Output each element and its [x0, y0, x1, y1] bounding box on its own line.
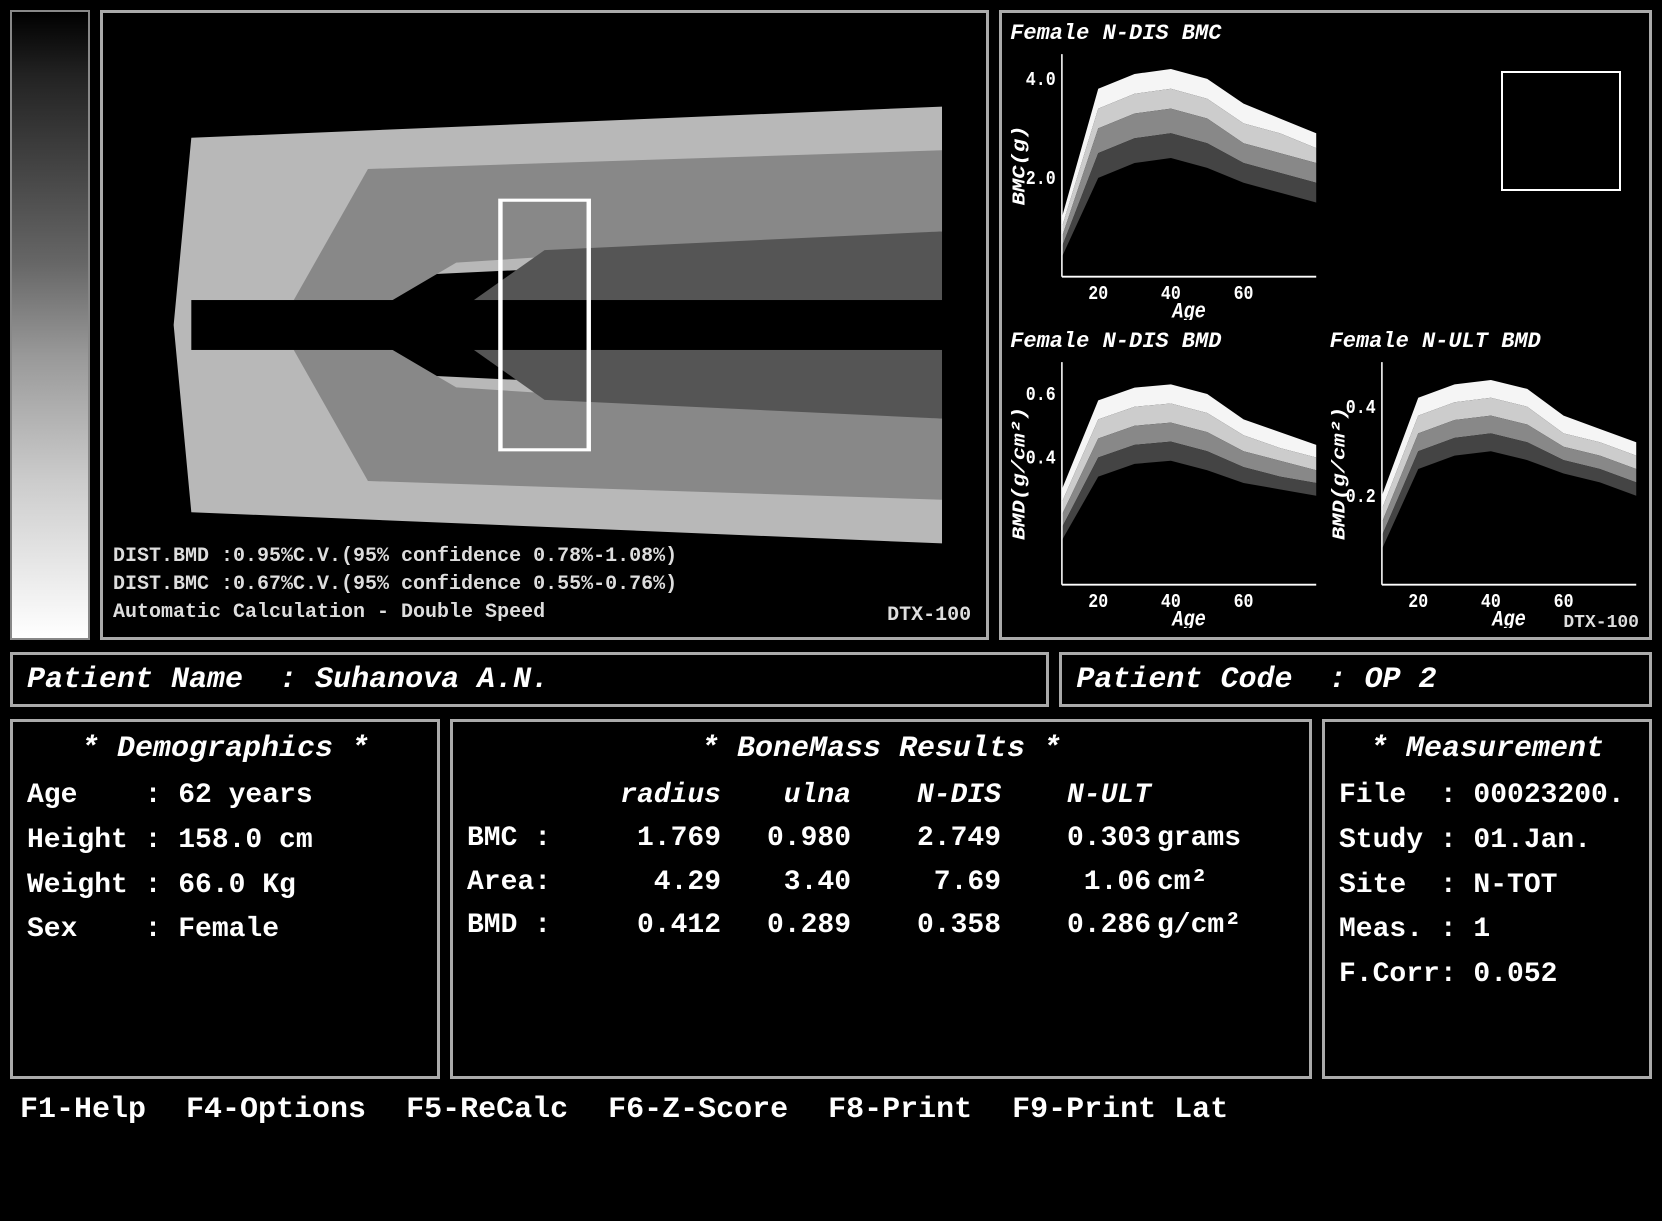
chart-ndis-bmd-plot: 2040600.40.6AgeBMD(g/cm²)	[1010, 356, 1321, 628]
measurement-body: File : 00023200.Study : 01.Jan.Site : N-…	[1339, 774, 1635, 998]
demographics-row: Height : 158.0 cm	[27, 819, 423, 864]
bm-value: 1.06	[1007, 861, 1157, 904]
bonemass-title: * BoneMass Results *	[467, 732, 1295, 766]
svg-text:20: 20	[1408, 592, 1428, 614]
chart-nult-bmd-title: Female N-ULT BMD	[1330, 329, 1641, 354]
bm-col-header: radius	[587, 774, 727, 817]
bm-row-label: Area:	[467, 861, 587, 904]
scan-overlay-line2: DIST.BMC :0.67%C.V.(95% confidence 0.55%…	[113, 571, 677, 599]
svg-text:20: 20	[1088, 592, 1108, 614]
demographics-row: Sex : Female	[27, 908, 423, 953]
chart-legend-cell	[1330, 21, 1641, 321]
scan-overlay-line3: Automatic Calculation - Double Speed	[113, 599, 677, 627]
measurement-row: Meas. : 1	[1339, 908, 1635, 953]
function-keys: F1-Help F4-Options F5-ReCalc F6-Z-Score F8-P…	[10, 1093, 1652, 1127]
bm-value: 0.303	[1007, 817, 1157, 860]
patient-name-label: Patient Name	[27, 663, 243, 697]
demographics-row: Age : 62 years	[27, 774, 423, 819]
svg-text:20: 20	[1088, 284, 1108, 306]
svg-text:Age: Age	[1490, 608, 1525, 628]
svg-text:BMC(g): BMC(g)	[1010, 125, 1031, 205]
demographics-row: Weight : 66.0 Kg	[27, 864, 423, 909]
svg-text:Age: Age	[1171, 608, 1206, 628]
chart-bmc-title: Female N-DIS BMC	[1010, 21, 1321, 46]
chart-nult-bmd: Female N-ULT BMD 2040600.20.4AgeBMD(g/cm…	[1330, 329, 1641, 629]
svg-text:60: 60	[1553, 592, 1573, 614]
bm-empty	[1157, 774, 1257, 817]
chart-ndis-bmd: Female N-DIS BMD 2040600.40.6AgeBMD(g/cm…	[1010, 329, 1321, 629]
bonemass-panel: * BoneMass Results * radiusulnaN-DISN-UL…	[450, 719, 1312, 1079]
patient-code-label: Patient Code	[1076, 663, 1292, 697]
chart-bmc: Female N-DIS BMC 2040602.04.0AgeBMC(g)	[1010, 21, 1321, 321]
scan-overlay-line1: DIST.BMD :0.95%C.V.(95% confidence 0.78%…	[113, 543, 677, 571]
bonemass-table: radiusulnaN-DISN-ULT BMC :1.7690.9802.749…	[467, 774, 1295, 948]
fkey-f6-z-score[interactable]: F6-Z-Score	[608, 1093, 788, 1127]
bm-col-header: N-ULT	[1007, 774, 1157, 817]
density-gradient-bar	[10, 10, 90, 640]
svg-text:60: 60	[1234, 284, 1254, 306]
bm-value: 0.289	[727, 904, 857, 947]
measurement-title: * Measurement	[1339, 732, 1635, 766]
svg-text:0.6: 0.6	[1026, 385, 1056, 407]
legend-box	[1501, 71, 1621, 191]
bm-value: 0.412	[587, 904, 727, 947]
demographics-body: Age : 62 yearsHeight : 158.0 cmWeight : …	[27, 774, 423, 953]
svg-text:4.0: 4.0	[1026, 70, 1056, 92]
fkey-f1-help[interactable]: F1-Help	[20, 1093, 146, 1127]
patient-row: Patient Name : Suhanova A.N. Patient Cod…	[10, 652, 1652, 707]
patient-name-panel: Patient Name : Suhanova A.N.	[10, 652, 1049, 707]
bm-value: 0.358	[857, 904, 1007, 947]
measurement-row: File : 00023200.	[1339, 774, 1635, 819]
bm-value: 4.29	[587, 861, 727, 904]
bm-col-header: N-DIS	[857, 774, 1007, 817]
charts-device-label: DTX-100	[1563, 613, 1639, 633]
colon: :	[243, 663, 315, 697]
fkey-f5-recalc[interactable]: F5-ReCalc	[406, 1093, 568, 1127]
svg-text:BMD(g/cm²): BMD(g/cm²)	[1330, 407, 1351, 540]
fkey-f4-options[interactable]: F4-Options	[186, 1093, 366, 1127]
colon: :	[1292, 663, 1364, 697]
bm-unit: cm²	[1157, 861, 1257, 904]
data-row: * Demographics * Age : 62 yearsHeight : …	[10, 719, 1652, 1079]
measurement-panel: * Measurement File : 00023200.Study : 01…	[1322, 719, 1652, 1079]
screen: DIST.BMD :0.95%C.V.(95% confidence 0.78%…	[0, 0, 1662, 1221]
charts-panel: Female N-DIS BMC 2040602.04.0AgeBMC(g) F…	[999, 10, 1652, 640]
chart-ndis-bmd-title: Female N-DIS BMD	[1010, 329, 1321, 354]
svg-text:60: 60	[1234, 592, 1254, 614]
measurement-row: F.Corr: 0.052	[1339, 953, 1635, 998]
bm-value: 0.286	[1007, 904, 1157, 947]
bm-value: 7.69	[857, 861, 1007, 904]
demographics-title: * Demographics *	[27, 732, 423, 766]
bm-row-label: BMD :	[467, 904, 587, 947]
bm-empty	[467, 774, 587, 817]
bm-unit: g/cm²	[1157, 904, 1257, 947]
fkey-f8-print[interactable]: F8-Print	[828, 1093, 972, 1127]
bm-value: 2.749	[857, 817, 1007, 860]
bm-value: 3.40	[727, 861, 857, 904]
svg-text:Age: Age	[1171, 300, 1206, 320]
measurement-row: Study : 01.Jan.	[1339, 819, 1635, 864]
patient-code-value: OP 2	[1364, 663, 1436, 697]
scan-overlay: DIST.BMD :0.95%C.V.(95% confidence 0.78%…	[113, 543, 677, 627]
top-row: DIST.BMD :0.95%C.V.(95% confidence 0.78%…	[10, 10, 1652, 640]
bm-unit: grams	[1157, 817, 1257, 860]
demographics-panel: * Demographics * Age : 62 yearsHeight : …	[10, 719, 440, 1079]
patient-code-panel: Patient Code : OP 2	[1059, 652, 1652, 707]
scan-device-label: DTX-100	[887, 604, 971, 627]
fkey-f9-print-lat[interactable]: F9-Print Lat	[1012, 1093, 1228, 1127]
bm-value: 1.769	[587, 817, 727, 860]
chart-nult-bmd-plot: 2040600.20.4AgeBMD(g/cm²)	[1330, 356, 1641, 628]
bm-value: 0.980	[727, 817, 857, 860]
patient-name-value: Suhanova A.N.	[315, 663, 549, 697]
svg-text:BMD(g/cm²): BMD(g/cm²)	[1010, 407, 1031, 540]
measurement-row: Site : N-TOT	[1339, 864, 1635, 909]
chart-bmc-plot: 2040602.04.0AgeBMC(g)	[1010, 48, 1321, 320]
bm-col-header: ulna	[727, 774, 857, 817]
scan-panel: DIST.BMD :0.95%C.V.(95% confidence 0.78%…	[100, 10, 989, 640]
bm-row-label: BMC :	[467, 817, 587, 860]
